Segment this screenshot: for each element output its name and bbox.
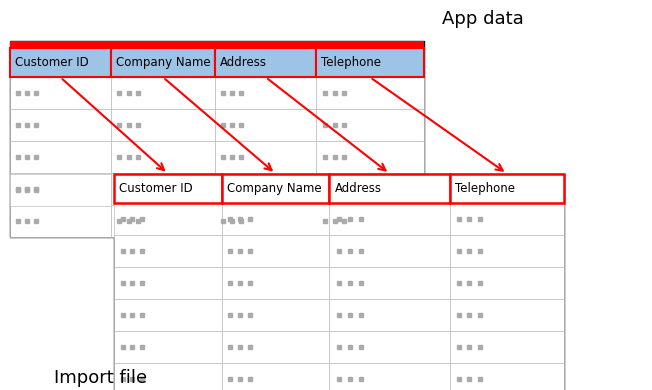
Bar [111, 109, 215, 141]
Bar [329, 363, 450, 390]
Text: App data: App data [441, 10, 524, 28]
Bar [111, 77, 215, 109]
Bar [450, 267, 564, 299]
Bar [450, 331, 564, 363]
Bar [114, 299, 222, 331]
Bar [10, 41, 111, 48]
Bar [10, 173, 111, 205]
Bar [114, 174, 564, 390]
Bar [316, 41, 424, 48]
Bar [329, 331, 450, 363]
Bar [215, 48, 316, 77]
Bar [329, 203, 450, 235]
Bar [222, 331, 329, 363]
Bar [114, 203, 222, 235]
Bar [329, 235, 450, 267]
Text: Company Name: Company Name [116, 56, 211, 69]
Text: Address: Address [334, 182, 381, 195]
Bar [111, 141, 215, 173]
Bar [450, 299, 564, 331]
Bar [114, 267, 222, 299]
Bar [10, 141, 111, 173]
Bar [316, 77, 424, 109]
Bar [222, 235, 329, 267]
Text: Customer ID: Customer ID [15, 56, 89, 69]
Bar [215, 173, 316, 205]
Bar [111, 41, 215, 48]
Bar [114, 174, 222, 203]
Bar [114, 331, 222, 363]
Bar [10, 205, 111, 237]
Bar [10, 77, 111, 109]
Text: Address: Address [220, 56, 267, 69]
Bar [222, 299, 329, 331]
Text: Telephone: Telephone [455, 182, 515, 195]
Bar [114, 235, 222, 267]
Bar [316, 48, 424, 77]
Bar [329, 174, 450, 203]
Bar [215, 41, 316, 48]
Bar [111, 173, 215, 205]
Bar [215, 205, 316, 237]
Bar [316, 109, 424, 141]
Text: Telephone: Telephone [321, 56, 381, 69]
Bar [316, 141, 424, 173]
Text: Customer ID: Customer ID [119, 182, 193, 195]
Bar [10, 109, 111, 141]
Bar [329, 299, 450, 331]
Bar [329, 267, 450, 299]
Bar [450, 203, 564, 235]
Bar [450, 174, 564, 203]
Bar [10, 41, 424, 237]
Bar [316, 173, 424, 205]
Bar [111, 205, 215, 237]
Bar [316, 205, 424, 237]
Bar [215, 77, 316, 109]
Bar [111, 48, 215, 77]
Bar [222, 363, 329, 390]
Text: Import file: Import file [55, 369, 147, 386]
Bar [114, 363, 222, 390]
Bar [222, 174, 329, 203]
Bar [215, 109, 316, 141]
Bar [215, 141, 316, 173]
Bar [222, 267, 329, 299]
Bar [10, 48, 111, 77]
Bar [450, 363, 564, 390]
Bar [10, 174, 111, 206]
Text: Company Name: Company Name [227, 182, 321, 195]
Bar [450, 235, 564, 267]
Bar [222, 203, 329, 235]
